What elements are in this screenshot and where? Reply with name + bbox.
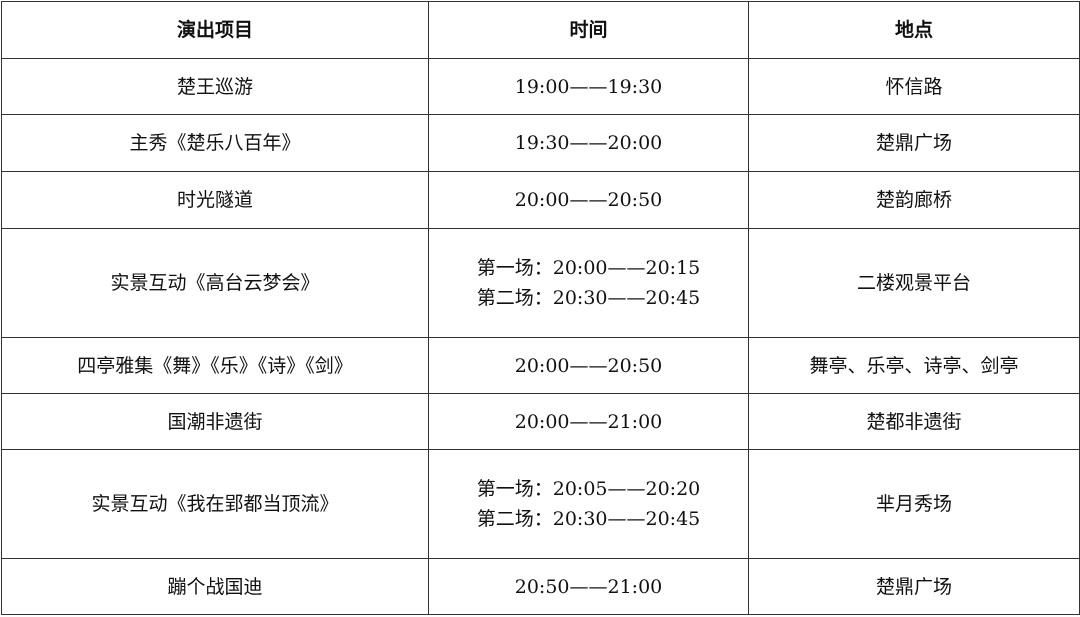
cell-place: 楚鼎广场 [748,114,1080,172]
cell-place: 芈月秀场 [748,449,1080,559]
cell-place: 二楼观景平台 [748,228,1080,338]
time-slot: 第一场：20:05——20:20 [476,478,701,500]
cell-time: 20:00——20:50 [428,337,749,394]
time-slot: 20:00——21:00 [514,410,663,433]
time-slot: 20:00——20:50 [514,189,663,211]
time-slot: 20:50——21:00 [514,575,663,598]
cell-time: 第一场：20:05——20:20 第二场：20:30——20:45 [428,449,749,559]
table-row: 蹦个战国迪 20:50——21:00 楚鼎广场 [1,558,1080,615]
cell-item: 实景互动《我在郢都当顶流》 [1,449,429,559]
time-slot: 第二场：20:30——20:45 [476,287,701,309]
table-row: 实景互动《我在郢都当顶流》 第一场：20:05——20:20 第二场：20:30——… [1,449,1080,559]
table-row: 国潮非遗街 20:00——21:00 楚都非遗街 [1,393,1080,450]
table-row: 实景互动《高台云梦会》 第一场：20:00——20:15 第二场：20:30——20… [1,228,1080,338]
cell-place: 楚鼎广场 [748,558,1080,615]
time-slot: 第一场：20:00——20:15 [476,257,701,279]
time-slot: 19:00——19:30 [514,75,663,98]
header-item: 演出项目 [1,1,429,59]
cell-item: 时光隧道 [1,171,429,229]
header-place: 地点 [748,1,1080,59]
cell-time: 20:00——20:50 [428,171,749,229]
cell-item: 四亭雅集《舞》《乐》《诗》《剑》 [1,337,429,394]
cell-time: 20:00——21:00 [428,393,749,450]
cell-item: 实景互动《高台云梦会》 [1,228,429,338]
time-slot: 19:30——20:00 [514,132,663,154]
cell-time: 第一场：20:00——20:15 第二场：20:30——20:45 [428,228,749,338]
cell-time: 20:50——21:00 [428,558,749,615]
cell-place: 怀信路 [748,58,1080,115]
header-row: 演出项目 时间 地点 [1,1,1080,59]
header-time: 时间 [428,1,749,59]
cell-place: 楚韵廊桥 [748,171,1080,229]
cell-time: 19:30——20:00 [428,114,749,172]
cell-item: 蹦个战国迪 [1,558,429,615]
cell-time: 19:00——19:30 [428,58,749,115]
time-slot: 第二场：20:30——20:45 [476,508,701,530]
cell-item: 主秀《楚乐八百年》 [1,114,429,172]
table-row: 主秀《楚乐八百年》 19:30——20:00 楚鼎广场 [1,114,1080,172]
time-slot: 20:00——20:50 [514,354,663,377]
cell-item: 国潮非遗街 [1,393,429,450]
cell-place: 楚都非遗街 [748,393,1080,450]
table-row: 四亭雅集《舞》《乐》《诗》《剑》 20:00——20:50 舞亭、乐亭、诗亭、剑亭 [1,337,1080,394]
cell-place: 舞亭、乐亭、诗亭、剑亭 [748,337,1080,394]
table-row: 楚王巡游 19:00——19:30 怀信路 [1,58,1080,115]
cell-item: 楚王巡游 [1,58,429,115]
table-row: 时光隧道 20:00——20:50 楚韵廊桥 [1,171,1080,229]
